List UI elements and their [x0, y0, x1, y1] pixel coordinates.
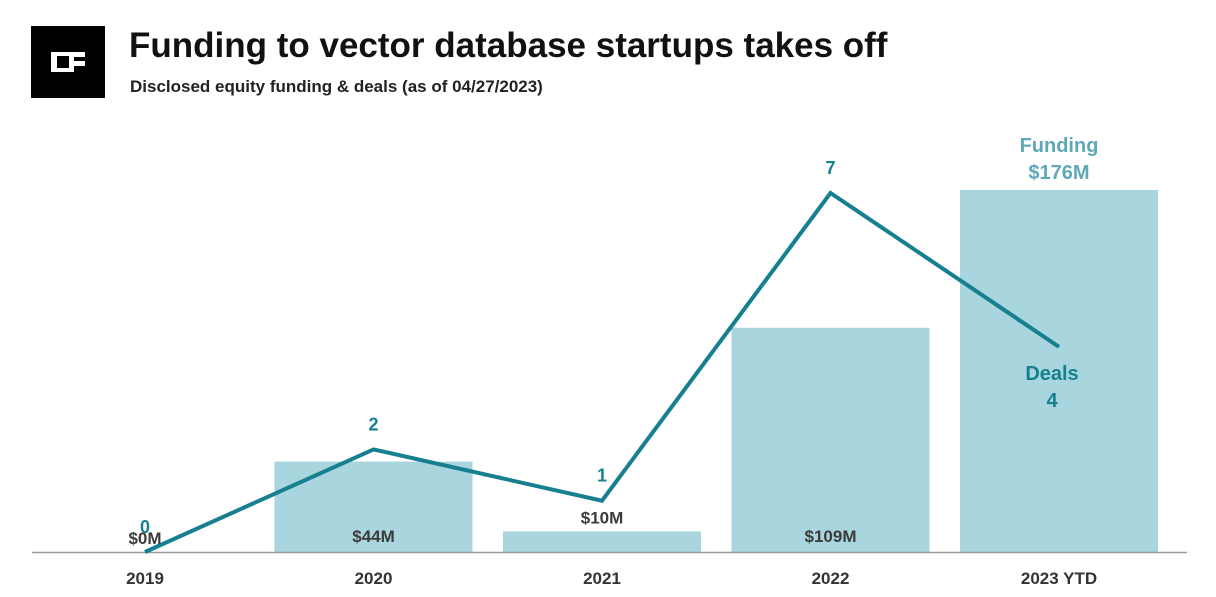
chart-title: Funding to vector database startups take… — [129, 26, 888, 65]
funding-legend-value: $176M — [1028, 162, 1089, 184]
deal-value-label: 7 — [825, 158, 835, 178]
chart-labels: 2019 2020 2021 2022 2023 YTD $0M $44M $10M $109M… — [126, 135, 1098, 588]
funding-value-label: $10M — [581, 508, 624, 527]
funding-legend-title: Funding — [1020, 135, 1099, 157]
deals-legend-title: Deals — [1025, 363, 1078, 385]
x-tick-label: 2019 — [126, 569, 164, 588]
deals-line — [144, 190, 1061, 554]
deal-value-label: 1 — [597, 466, 607, 486]
x-tick-label: 2023 YTD — [1021, 569, 1097, 588]
funding-bars — [274, 190, 1158, 552]
funding-bar — [731, 327, 930, 552]
funding-value-label: $0M — [128, 529, 161, 548]
funding-bar — [503, 531, 701, 552]
x-tick-label: 2020 — [355, 569, 393, 588]
x-tick-label: 2021 — [583, 569, 621, 588]
deals-legend-value: 4 — [1046, 390, 1058, 412]
funding-bar — [274, 461, 473, 552]
funding-value-label: $44M — [352, 527, 395, 546]
cb-logo-icon — [51, 52, 85, 72]
funding-bar — [960, 190, 1158, 552]
chart-subtitle: Disclosed equity funding & deals (as of … — [130, 77, 543, 96]
deal-value-label: 0 — [140, 517, 150, 537]
funding-value-label: $109M — [805, 527, 857, 546]
deals-line-layer — [144, 190, 1061, 554]
deal-value-label: 2 — [368, 414, 378, 434]
x-tick-label: 2022 — [812, 569, 850, 588]
cb-logo — [31, 26, 105, 98]
